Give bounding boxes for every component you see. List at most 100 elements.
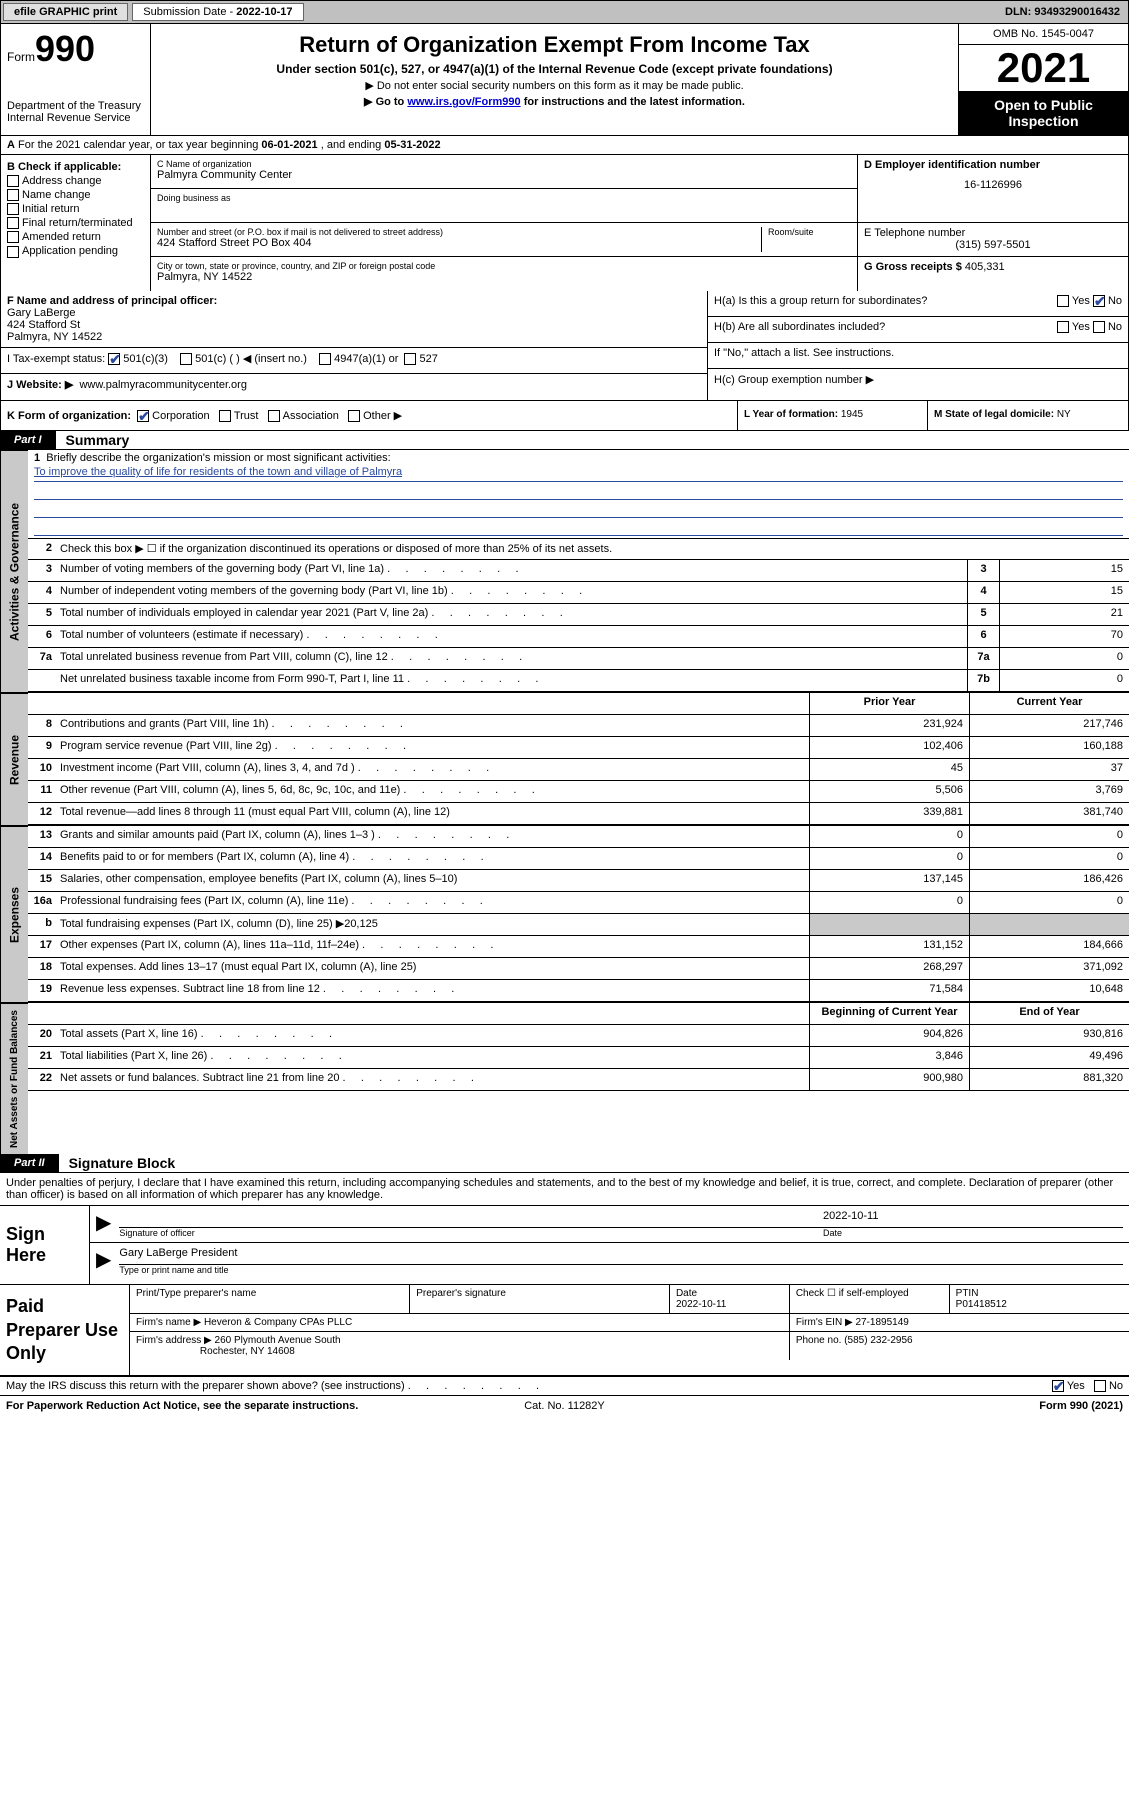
officer-name: Gary LaBerge President xyxy=(119,1247,1123,1265)
form-number: 990 xyxy=(35,28,95,69)
hdr-prior-year: Prior Year xyxy=(809,693,969,714)
cb-hb-yes[interactable] xyxy=(1057,321,1069,333)
cb-hb-no[interactable] xyxy=(1093,321,1105,333)
cb-initial-return[interactable]: Initial return xyxy=(7,203,144,215)
sign-here-block: Sign Here ▶ Signature of officer 2022-10… xyxy=(0,1205,1129,1284)
section-expenses: Expenses 13Grants and similar amounts pa… xyxy=(0,825,1129,1002)
firm-phone: (585) 232-2956 xyxy=(844,1335,912,1346)
left-fij: F Name and address of principal officer:… xyxy=(1,291,708,400)
section-revenue: Revenue Prior YearCurrent Year 8Contribu… xyxy=(0,692,1129,825)
cb-address-change[interactable]: Address change xyxy=(7,175,144,187)
val-7b: 0 xyxy=(999,670,1129,691)
val-6: 70 xyxy=(999,626,1129,647)
city-cell: City or town, state or province, country… xyxy=(151,257,857,291)
efile-button[interactable]: efile GRAPHIC print xyxy=(3,3,128,21)
footer-form: Form 990 (2021) xyxy=(1039,1400,1123,1412)
cb-mayirs-no[interactable] xyxy=(1094,1380,1106,1392)
part2-title: Signature Block xyxy=(59,1155,176,1171)
street-address: 424 Stafford Street PO Box 404 xyxy=(157,237,761,249)
irs-link[interactable]: www.irs.gov/Form990 xyxy=(407,96,520,108)
col-d-e-g: D Employer identification number 16-1126… xyxy=(858,155,1128,291)
public-inspection: Open to Public Inspection xyxy=(959,91,1128,135)
dept-treasury: Department of the Treasury xyxy=(7,100,144,112)
submission-date-value: 2022-10-17 xyxy=(236,6,292,18)
right-h: H(a) Is this a group return for subordin… xyxy=(708,291,1128,400)
form-note-1: ▶ Do not enter social security numbers o… xyxy=(157,79,952,92)
hdr-eoy: End of Year xyxy=(969,1003,1129,1024)
signature-arrow-icon: ▶ xyxy=(96,1210,111,1238)
cb-trust[interactable] xyxy=(219,410,231,422)
header-center: Return of Organization Exempt From Incom… xyxy=(151,24,958,135)
cb-corporation[interactable] xyxy=(137,410,149,422)
website-value: www.palmyracommunitycenter.org xyxy=(79,379,247,391)
paid-preparer-label: Paid Preparer Use Only xyxy=(0,1285,130,1375)
row-hb: H(b) Are all subordinates included? Yes … xyxy=(708,317,1128,343)
page-footer: For Paperwork Reduction Act Notice, see … xyxy=(0,1395,1129,1416)
form-header: Form990 Department of the Treasury Inter… xyxy=(0,24,1129,136)
row-i-tax-status: I Tax-exempt status: 501(c)(3) 501(c) ( … xyxy=(1,348,707,374)
street-cell: Number and street (or P.O. box if mail i… xyxy=(151,223,857,257)
cb-ha-no[interactable] xyxy=(1093,295,1105,307)
gross-receipts-value: 405,331 xyxy=(965,261,1005,273)
row-klm: K Form of organization: Corporation Trus… xyxy=(0,401,1129,431)
org-name: Palmyra Community Center xyxy=(157,169,851,181)
cb-527[interactable] xyxy=(404,353,416,365)
val-7a: 0 xyxy=(999,648,1129,669)
line-1-mission: 1 Briefly describe the organization's mi… xyxy=(28,450,1129,538)
hdr-boy: Beginning of Current Year xyxy=(809,1003,969,1024)
phone-cell: E Telephone number (315) 597-5501 xyxy=(858,223,1128,257)
mission-text: To improve the quality of life for resid… xyxy=(34,466,402,478)
cb-final-return[interactable]: Final return/terminated xyxy=(7,217,144,229)
cb-name-change[interactable]: Name change xyxy=(7,189,144,201)
sidelabel-expenses: Expenses xyxy=(0,826,28,1002)
dln: DLN: 93493290016432 xyxy=(1005,6,1128,18)
cb-association[interactable] xyxy=(268,410,280,422)
cb-application-pending[interactable]: Application pending xyxy=(7,245,144,257)
footer-catno: Cat. No. 11282Y xyxy=(524,1400,605,1412)
gross-receipts-cell: G Gross receipts $ 405,331 xyxy=(858,257,1128,291)
row-a-tax-year: A For the 2021 calendar year, or tax yea… xyxy=(0,136,1129,155)
sidelabel-revenue: Revenue xyxy=(0,693,28,825)
firm-name: Heveron & Company CPAs PLLC xyxy=(204,1317,352,1328)
identity-grid: B Check if applicable: Address change Na… xyxy=(0,155,1129,291)
form-title: Return of Organization Exempt From Incom… xyxy=(157,32,952,58)
row-f-officer: F Name and address of principal officer:… xyxy=(1,291,707,348)
may-irs-discuss: May the IRS discuss this return with the… xyxy=(0,1377,1129,1395)
cb-amended-return[interactable]: Amended return xyxy=(7,231,144,243)
cb-other[interactable] xyxy=(348,410,360,422)
col-b-checkboxes: B Check if applicable: Address change Na… xyxy=(1,155,151,291)
val-3: 15 xyxy=(999,560,1129,581)
form-word: Form xyxy=(7,50,35,64)
ein-cell: D Employer identification number 16-1126… xyxy=(858,155,1128,223)
header-right: OMB No. 1545-0047 2021 Open to Public In… xyxy=(958,24,1128,135)
footer-left: For Paperwork Reduction Act Notice, see … xyxy=(6,1400,358,1412)
firm-ein: 27-1895149 xyxy=(855,1317,908,1328)
cb-ha-yes[interactable] xyxy=(1057,295,1069,307)
cb-501c3[interactable] xyxy=(108,353,120,365)
row-hc: H(c) Group exemption number ▶ xyxy=(708,369,1128,395)
signature-row: ▶ Signature of officer 2022-10-11 Date xyxy=(90,1206,1129,1243)
cb-mayirs-yes[interactable] xyxy=(1052,1380,1064,1392)
cb-501c[interactable] xyxy=(180,353,192,365)
form-note-2: ▶ Go to www.irs.gov/Form990 for instruct… xyxy=(157,95,952,108)
firm-addr1: 260 Plymouth Avenue South xyxy=(215,1335,341,1346)
val-4: 15 xyxy=(999,582,1129,603)
topbar: efile GRAPHIC print Submission Date - 20… xyxy=(0,0,1129,24)
sidelabel-net-assets: Net Assets or Fund Balances xyxy=(0,1003,28,1154)
preparer-table: Print/Type preparer's name Preparer's si… xyxy=(130,1285,1129,1360)
row-hb2: If "No," attach a list. See instructions… xyxy=(708,343,1128,369)
officer-status-grid: F Name and address of principal officer:… xyxy=(0,291,1129,401)
form-subtitle: Under section 501(c), 527, or 4947(a)(1)… xyxy=(157,62,952,76)
section-activities-governance: Activities & Governance 1 Briefly descri… xyxy=(0,449,1129,692)
row-k-form-org: K Form of organization: Corporation Trus… xyxy=(1,401,738,430)
hdr-current-year: Current Year xyxy=(969,693,1129,714)
dba-cell: Doing business as xyxy=(151,189,857,223)
cb-4947[interactable] xyxy=(319,353,331,365)
part1-tag: Part I xyxy=(0,431,56,449)
ptin: P01418512 xyxy=(956,1299,1007,1310)
org-name-cell: C Name of organization Palmyra Community… xyxy=(151,155,857,189)
submission-date-label: Submission Date xyxy=(143,6,226,18)
sign-here-label: Sign Here xyxy=(0,1206,90,1284)
omb-number: OMB No. 1545-0047 xyxy=(959,24,1128,45)
irs-label: Internal Revenue Service xyxy=(7,112,144,124)
